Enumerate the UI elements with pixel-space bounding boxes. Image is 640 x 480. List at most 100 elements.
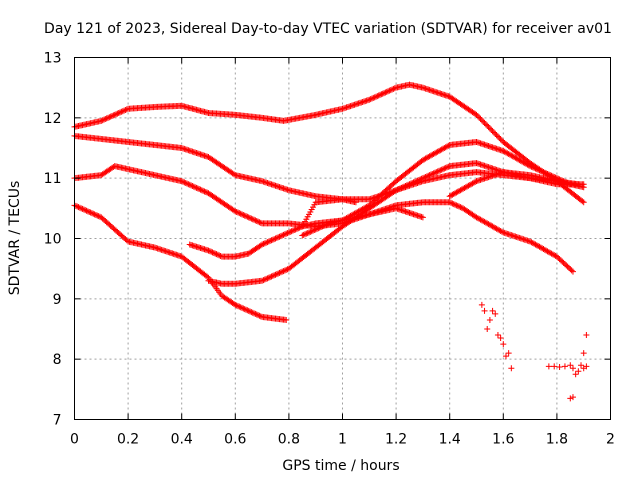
data-point	[457, 204, 464, 211]
data-point	[117, 109, 124, 116]
data-point	[184, 180, 191, 187]
data-point	[310, 227, 317, 234]
data-point	[76, 204, 83, 211]
data-point	[259, 241, 266, 248]
data-point	[241, 306, 248, 313]
data-point	[273, 271, 280, 278]
data-point	[121, 107, 128, 114]
data-point	[253, 218, 260, 225]
x-tick-label: 0.4	[171, 432, 193, 448]
data-point	[234, 303, 241, 310]
data-point	[580, 199, 587, 206]
data-point	[251, 310, 258, 317]
data-point	[206, 248, 213, 255]
data-point	[572, 371, 579, 378]
data-point	[320, 222, 327, 229]
x-tick-label: 1.8	[546, 432, 568, 448]
data-point	[543, 170, 550, 177]
data-point	[201, 188, 208, 195]
data-point	[284, 230, 291, 237]
data-point	[245, 214, 252, 221]
data-point	[110, 112, 117, 119]
data-point	[528, 163, 535, 170]
data-point	[239, 304, 245, 311]
data-point	[485, 124, 492, 131]
data-point	[448, 199, 455, 206]
data-point	[205, 247, 212, 254]
data-point	[210, 249, 217, 256]
data-point	[248, 215, 255, 222]
data-point	[237, 304, 244, 311]
data-point	[95, 213, 102, 220]
data-point	[488, 126, 495, 133]
data-point	[245, 307, 252, 314]
data-point	[186, 181, 193, 188]
data-point	[580, 184, 587, 191]
data-point	[442, 164, 449, 171]
data-point	[583, 332, 590, 339]
data-point	[373, 93, 379, 100]
data-point	[440, 166, 446, 173]
data-point	[433, 169, 440, 176]
data-point	[84, 208, 91, 215]
data-point	[285, 229, 292, 236]
data-point	[299, 232, 306, 239]
data-point	[472, 178, 479, 185]
data-point	[492, 130, 499, 137]
data-point	[252, 217, 259, 224]
data-point	[287, 228, 294, 235]
series-scatter-b	[545, 332, 590, 402]
data-point	[106, 114, 113, 121]
data-point	[456, 203, 463, 210]
data-point	[237, 210, 244, 217]
chart-title: Day 121 of 2023, Sidereal Day-to-day VTE…	[44, 21, 612, 37]
data-point	[579, 198, 586, 205]
data-point	[544, 170, 551, 177]
y-tick-label: 12	[44, 111, 62, 127]
data-point	[391, 85, 398, 92]
data-point	[241, 212, 248, 219]
data-point	[484, 326, 491, 332]
data-point	[445, 163, 452, 170]
data-point	[279, 268, 286, 275]
data-point	[366, 96, 373, 103]
data-point	[91, 211, 98, 218]
data-point	[79, 205, 86, 212]
data-point	[527, 163, 534, 170]
data-point	[280, 268, 287, 275]
data-point	[185, 181, 192, 188]
data-point	[559, 258, 566, 265]
data-point	[429, 170, 436, 177]
data-point	[181, 179, 188, 186]
data-point	[240, 211, 247, 218]
y-tick-label: 8	[53, 352, 62, 368]
data-point	[385, 88, 392, 95]
data-point	[308, 228, 315, 235]
data-point	[92, 211, 99, 218]
data-point	[301, 231, 308, 238]
data-point	[267, 274, 274, 281]
series-arc-9	[446, 169, 587, 200]
y-tick-label: 11	[44, 171, 62, 187]
data-point	[315, 225, 322, 232]
data-point	[268, 237, 275, 244]
data-point	[115, 110, 122, 117]
data-point	[123, 106, 130, 113]
data-point	[275, 234, 282, 241]
x-tick-label: 0.8	[278, 432, 300, 448]
data-point	[551, 363, 558, 370]
data-point	[288, 228, 295, 235]
data-point	[307, 228, 314, 235]
data-point	[99, 117, 106, 124]
data-point	[276, 269, 283, 276]
data-point	[239, 211, 245, 218]
data-point	[236, 303, 243, 310]
data-point	[375, 92, 382, 99]
data-point	[450, 201, 457, 208]
data-point	[389, 86, 396, 93]
y-tick-label: 10	[44, 232, 62, 248]
x-tick-label: 0.2	[117, 432, 139, 448]
data-point	[569, 268, 576, 275]
data-point	[492, 310, 499, 317]
data-point	[437, 167, 444, 174]
